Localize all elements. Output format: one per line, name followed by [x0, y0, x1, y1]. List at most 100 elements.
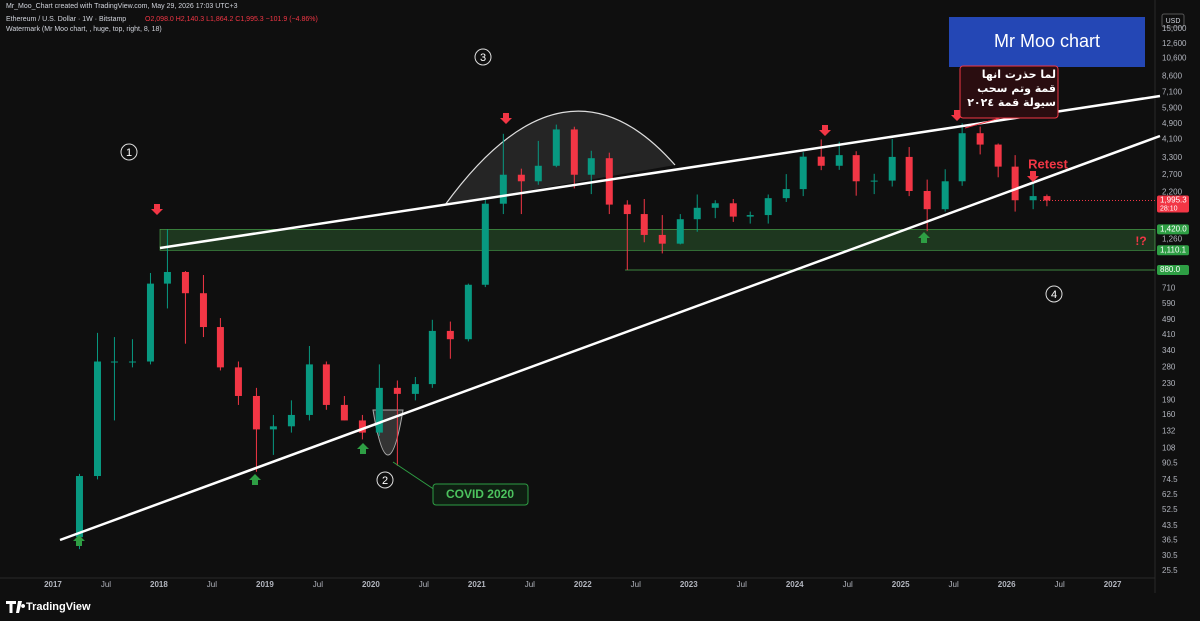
candle-body [994, 144, 1002, 167]
x-tick-label: Jul [737, 580, 747, 589]
candle-body [464, 284, 472, 340]
candle-body [234, 367, 242, 396]
arabic-pointer [964, 117, 1001, 129]
price-badge-label: 1,995.3 [1160, 196, 1187, 205]
y-tick-label: 52.5 [1162, 505, 1178, 514]
currency: USD [1166, 18, 1181, 25]
y-tick-label: 62.5 [1162, 490, 1178, 499]
green-arrows [73, 232, 930, 546]
y-tick-label: 490 [1162, 315, 1176, 324]
candle-body [146, 283, 154, 362]
tv-logo [6, 601, 26, 613]
footer: TradingView [26, 601, 91, 613]
candle-body [605, 158, 613, 205]
candle-body [340, 404, 348, 421]
price-badge-label: 1,420.0 [1160, 224, 1187, 233]
y-tick-label: 10,600 [1162, 54, 1187, 63]
candle-body [499, 174, 507, 204]
price-badge [1157, 224, 1189, 235]
candle-body [693, 207, 701, 220]
candle-body [199, 293, 207, 328]
currency-box [1161, 13, 1185, 28]
candle-body [870, 180, 878, 182]
y-tick-label: 1,260 [1162, 235, 1183, 244]
y-tick-label: 710 [1162, 283, 1176, 292]
candle-body [888, 156, 896, 181]
y-tick-label: 2,700 [1162, 170, 1183, 179]
circle-label: 1 [126, 147, 132, 159]
candle-body [305, 364, 313, 415]
candle-body [658, 234, 666, 244]
circle-label: 3 [480, 52, 486, 64]
price-badge [1157, 265, 1189, 276]
y-tick-label: 280 [1162, 362, 1176, 371]
candle-body [623, 204, 631, 215]
x-tick-label: Jul [419, 580, 429, 589]
y-tick-label: 340 [1162, 346, 1176, 355]
candle-body [640, 214, 648, 235]
x-tick-label: Jul [525, 580, 535, 589]
watermark-info: Watermark (Mr Moo chart, , huge, top, ri… [6, 26, 162, 33]
y-tick-label: 5,900 [1162, 103, 1183, 112]
candle-body [570, 129, 578, 175]
x-tick-label: Jul [101, 580, 111, 589]
covid-box [432, 483, 529, 506]
y-tick-label: 15,000 [1162, 24, 1187, 33]
covid-label: COVID 2020 [446, 487, 514, 501]
candle-body [181, 271, 189, 294]
candle-body [428, 330, 436, 385]
candle-body [923, 190, 931, 210]
y-tick-label: 3,300 [1162, 153, 1183, 162]
x-tick-label: 2022 [574, 580, 592, 589]
question-label: !? [1135, 234, 1146, 248]
candle-body [128, 361, 136, 363]
candle-body [729, 203, 737, 217]
candle-body [534, 165, 542, 182]
candle-body [799, 156, 807, 190]
y-tick-label: 590 [1162, 299, 1176, 308]
x-tick-label: Jul [313, 580, 323, 589]
candle-body [375, 387, 383, 433]
x-tick-label: 2023 [680, 580, 698, 589]
circle-labels [120, 48, 1063, 489]
candle-body [817, 156, 825, 166]
candle-body [517, 174, 525, 182]
x-tick-label: Jul [207, 580, 217, 589]
candle-body [711, 203, 719, 208]
lower-trendline [59, 134, 1161, 542]
y-tick-label: 43.5 [1162, 521, 1178, 530]
x-tick-label: 2025 [892, 580, 910, 589]
x-tick-label: 2021 [468, 580, 486, 589]
ohlc: O2,098.0 H2,140.3 L1,864.2 C1,995.3 −101… [145, 16, 318, 23]
x-tick-label: 2018 [150, 580, 168, 589]
x-tick-label: Jul [1055, 580, 1065, 589]
arabic-box [959, 65, 1059, 119]
y-tick-label: 36.5 [1162, 536, 1178, 545]
x-tick-label: Jul [843, 580, 853, 589]
covid-pointer [392, 461, 436, 491]
y-tick-label: 7,100 [1162, 88, 1183, 97]
candle-body [764, 198, 772, 216]
symbol: Ethereum / U.S. Dollar · 1W · Bitstamp [6, 16, 126, 23]
candle-body [446, 330, 454, 340]
candle-body [976, 133, 984, 145]
candle-body [322, 364, 330, 405]
candle-body [481, 203, 489, 285]
candle-body [746, 215, 754, 217]
candle-body [958, 133, 966, 182]
candle-body [93, 361, 101, 477]
y-tick-label: 30.5 [1162, 551, 1178, 560]
y-tick-label: 8,600 [1162, 71, 1183, 80]
candle-body [110, 361, 118, 363]
price-badge [1157, 195, 1189, 213]
y-tick-label: 108 [1162, 443, 1176, 452]
x-tick-label: Jul [949, 580, 959, 589]
arabic-note: لما حذرت انها قمة وتم سحب سيولة قمة ٢٠٢٤ [967, 68, 1056, 109]
demand-zone [159, 229, 1156, 251]
circle-label: 4 [1051, 289, 1057, 301]
candle-body [587, 158, 595, 175]
x-tick-label: 2027 [1104, 580, 1122, 589]
y-tick-label: 132 [1162, 426, 1176, 435]
